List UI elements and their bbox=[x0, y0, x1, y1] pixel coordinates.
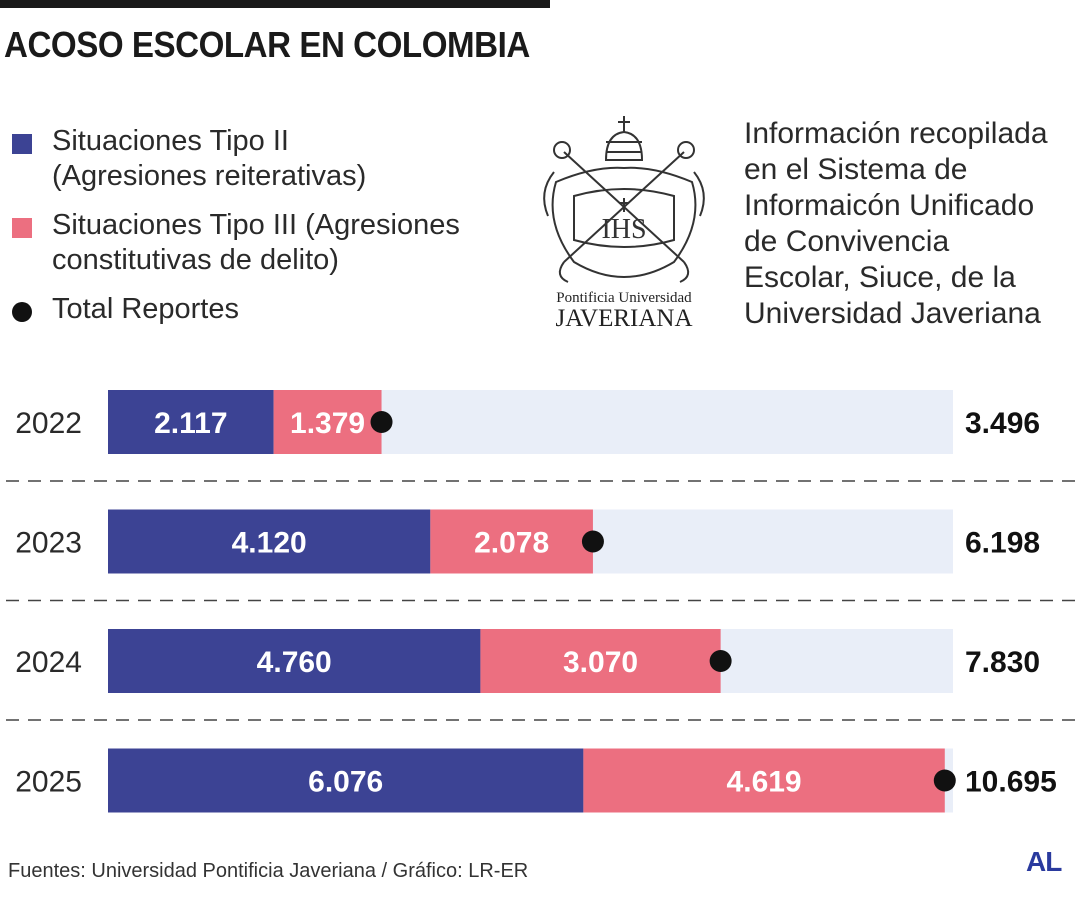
bar-tipo3-2024 bbox=[480, 629, 721, 693]
legend-swatch-tipo2 bbox=[12, 134, 32, 154]
value-label-tipo2-2023: 4.120 bbox=[232, 527, 307, 560]
logo-text-line2: JAVERIANA bbox=[555, 305, 692, 332]
bar-tipo2-2023 bbox=[108, 509, 431, 574]
total-label-2024: 7.830 bbox=[965, 646, 1040, 679]
legend-item-total: Total Reportes bbox=[12, 292, 239, 327]
bar-tipo3-2025 bbox=[583, 748, 945, 813]
year-label-2023: 2023 bbox=[15, 527, 82, 560]
value-label-tipo3-2024: 3.070 bbox=[563, 646, 638, 679]
total-dot-2022 bbox=[370, 411, 393, 433]
value-label-tipo3-2025: 4.619 bbox=[727, 766, 802, 799]
bar-tipo2-2024 bbox=[108, 629, 481, 693]
bar-tipo2-2022 bbox=[108, 390, 274, 454]
total-label-2022: 3.496 bbox=[965, 407, 1040, 440]
university-logo: IHS Pontificia Universidad JAVERIANA bbox=[543, 116, 705, 332]
total-dot-2024 bbox=[709, 650, 732, 672]
chart-title: ACOSO ESCOLAR EN COLOMBIA bbox=[4, 24, 530, 65]
bar-tipo3-2022 bbox=[273, 390, 382, 454]
total-dot-2023 bbox=[581, 530, 604, 553]
stacked-bar-chart: 2022 2.117 1.379 3.496 2023 4.120 2.078 6.198 20… bbox=[6, 390, 1076, 813]
legend-label-total: Total Reportes bbox=[52, 293, 239, 325]
logo-monogram: IHS bbox=[601, 214, 646, 245]
value-label-tipo2-2022: 2.117 bbox=[154, 407, 227, 440]
value-label-tipo2-2024: 4.760 bbox=[257, 646, 332, 679]
legend-label-tipo3: Situaciones Tipo III (Agresiones constit… bbox=[52, 209, 460, 276]
top-rule bbox=[0, 0, 550, 8]
year-label-2022: 2022 bbox=[15, 407, 82, 440]
legend-item-tipo2: Situaciones Tipo II (Agresiones reiterat… bbox=[12, 124, 366, 194]
total-label-2025: 10.695 bbox=[965, 766, 1057, 799]
legend-label-tipo2: Situaciones Tipo II (Agresiones reiterat… bbox=[52, 125, 367, 192]
legend-item-tipo3: Situaciones Tipo III (Agresiones constit… bbox=[12, 208, 460, 278]
total-dot-2025 bbox=[933, 769, 956, 792]
bar-tipo3-2023 bbox=[430, 509, 593, 574]
total-label-2023: 6.198 bbox=[965, 527, 1040, 560]
legend-dot-total bbox=[12, 302, 32, 322]
bar-tipo2-2025 bbox=[108, 748, 584, 813]
value-label-tipo3-2023: 2.078 bbox=[474, 527, 549, 560]
value-label-tipo3-2022: 1.379 bbox=[290, 407, 365, 440]
logo-text-line1: Pontificia Universidad bbox=[556, 290, 692, 306]
value-label-tipo2-2025: 6.076 bbox=[308, 766, 383, 799]
source-note: Fuentes: Universidad Pontificia Javerian… bbox=[8, 860, 529, 882]
info-note: Información recopilada en el Sistema de … bbox=[744, 117, 1048, 330]
year-label-2025: 2025 bbox=[15, 766, 82, 799]
legend-swatch-tipo3 bbox=[12, 218, 32, 238]
brand-logo: AL bbox=[1026, 846, 1062, 877]
year-label-2024: 2024 bbox=[15, 646, 82, 679]
